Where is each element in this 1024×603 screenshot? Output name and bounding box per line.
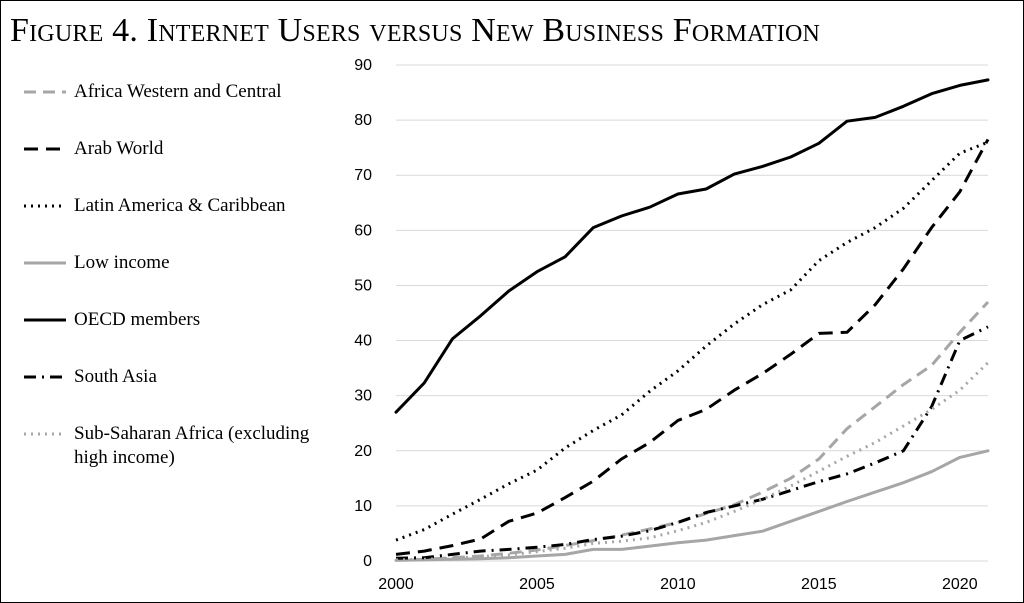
legend-swatch — [24, 147, 66, 151]
y-tick-label: 0 — [363, 553, 372, 570]
legend-swatch — [24, 90, 66, 94]
series-line-sub-saharan-africa-excluding-high-income — [395, 361, 990, 562]
y-tick-label: 40 — [354, 333, 372, 350]
legend-swatch — [24, 432, 66, 436]
series-line-south-asia — [395, 325, 989, 560]
y-tick-label: 20 — [354, 443, 372, 460]
y-tick-label: 70 — [354, 167, 372, 184]
legend-label: Arab World — [74, 138, 164, 159]
chart-plot: 0 10 20 30 40 50 60 70 80 90 2000 2005 2010 2015 2020 — [354, 57, 990, 593]
y-tick-label: 30 — [354, 388, 372, 405]
series-line-arab-world — [395, 138, 990, 556]
series-line-oecd-members — [394, 78, 990, 414]
x-tick-label: 2000 — [378, 576, 414, 593]
x-tick-label: 2015 — [801, 576, 837, 593]
legend-label: OECD members — [74, 309, 201, 330]
x-tick-label: 2005 — [519, 576, 555, 593]
legend-label: Latin America & Caribbean — [74, 195, 286, 216]
legend-swatch — [24, 318, 66, 322]
series-line-latin-america-caribbean — [395, 140, 989, 542]
y-tick-label: 50 — [354, 277, 372, 294]
legend-label: Sub-Saharan Africa (excluding high incom… — [74, 423, 310, 468]
y-tick-label: 60 — [354, 222, 372, 239]
legend-swatch — [24, 204, 66, 208]
y-tick-label: 80 — [354, 112, 372, 129]
legend-label: South Asia — [74, 366, 157, 387]
legend-label: Low income — [74, 252, 170, 273]
y-tick-label: 10 — [354, 498, 372, 515]
x-tick-label: 2010 — [660, 576, 696, 593]
y-tick-label: 90 — [354, 57, 372, 74]
chart-title: Figure 4. Internet Users versus New Busi… — [10, 12, 821, 49]
x-tick-label: 2020 — [942, 576, 978, 593]
legend-swatch — [24, 261, 66, 265]
legend-label: Africa Western and Central — [74, 81, 282, 102]
series-line-low-income — [394, 449, 990, 562]
legend-swatch — [24, 375, 66, 379]
